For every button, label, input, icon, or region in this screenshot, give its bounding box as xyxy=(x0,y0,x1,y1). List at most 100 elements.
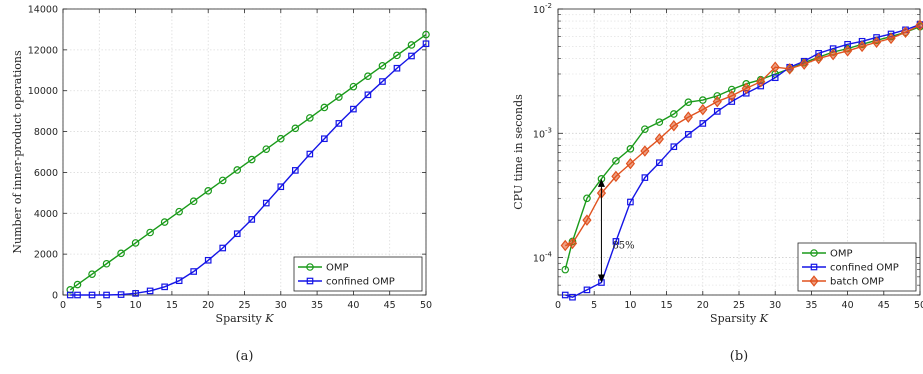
data-point xyxy=(422,30,430,39)
data-point xyxy=(569,293,576,301)
data-point xyxy=(842,45,853,57)
x-tick-label: 10 xyxy=(130,300,142,311)
data-point xyxy=(582,214,592,226)
y-tick-exponent: -4 xyxy=(545,251,553,259)
data-point xyxy=(900,26,911,39)
y-tick-label: 4000 xyxy=(34,209,58,220)
data-point xyxy=(393,51,401,60)
data-point xyxy=(349,82,358,91)
arrow-head-up xyxy=(597,178,605,187)
legend: OMP confined OMP xyxy=(293,256,423,292)
data-point xyxy=(886,32,896,45)
data-point xyxy=(583,194,591,203)
data-point xyxy=(204,256,212,264)
data-point xyxy=(66,291,74,299)
data-point xyxy=(393,64,401,72)
data-point xyxy=(641,174,649,181)
annotation-label: 85% xyxy=(612,241,634,252)
data-point xyxy=(175,207,183,216)
x-tick-label: 0 xyxy=(60,300,66,311)
data-point xyxy=(770,61,780,73)
data-point xyxy=(103,291,110,299)
data-point xyxy=(713,108,721,115)
data-point xyxy=(669,119,679,132)
data-point xyxy=(291,124,300,133)
panel-a: 0 5 10 15 20 25 30 35 40 45 50 0 2000 4000 6000 8000 100… xyxy=(11,5,432,365)
data-point xyxy=(814,52,824,65)
data-point xyxy=(233,166,242,174)
x-tick-label: 40 xyxy=(347,300,359,311)
x-tick-label: 40 xyxy=(842,300,854,311)
data-point xyxy=(640,145,650,157)
x-tick-label: 35 xyxy=(311,300,323,311)
data-point xyxy=(684,98,693,106)
data-point xyxy=(626,145,635,153)
data-point xyxy=(247,155,256,164)
x-tick-label: 35 xyxy=(805,300,817,311)
data-point xyxy=(146,287,154,295)
data-point xyxy=(656,159,663,167)
x-tick-label: 50 xyxy=(420,300,432,311)
data-point xyxy=(146,228,154,237)
x-axis-label: Sparsity K xyxy=(216,312,275,325)
data-point xyxy=(233,230,241,238)
data-point xyxy=(262,199,270,207)
data-point xyxy=(670,110,678,118)
y-axis-label: Number of inner-product operations xyxy=(11,50,24,254)
data-point xyxy=(611,170,621,183)
y-tick-label: 10000 xyxy=(28,86,58,97)
data-point xyxy=(88,270,96,278)
data-point xyxy=(321,135,328,143)
data-point xyxy=(248,216,256,223)
series-batch-omp xyxy=(560,19,923,252)
data-point xyxy=(698,103,708,116)
data-point xyxy=(741,82,751,95)
x-tick-label: 30 xyxy=(275,300,287,311)
y-tick-label: 0 xyxy=(52,291,58,302)
data-point xyxy=(771,74,779,82)
data-point xyxy=(219,244,227,252)
data-point xyxy=(350,105,357,113)
data-point xyxy=(277,183,285,191)
legend-label: batch OMP xyxy=(830,277,884,288)
x-tick-label: 25 xyxy=(733,300,745,311)
data-point xyxy=(88,291,96,299)
data-point xyxy=(364,91,372,99)
data-point xyxy=(727,90,737,102)
annotation-arrow xyxy=(597,178,605,283)
data-point xyxy=(131,239,140,247)
x-tick-label: 25 xyxy=(238,300,250,311)
data-point xyxy=(378,61,387,70)
y-tick-label: 6000 xyxy=(34,168,58,179)
y-tick-exponent: -2 xyxy=(545,2,552,10)
data-point xyxy=(756,75,766,88)
data-point xyxy=(306,150,314,158)
data-point xyxy=(175,277,183,285)
data-point xyxy=(857,40,867,53)
data-point xyxy=(335,120,343,127)
y-tick-label: 2000 xyxy=(34,250,58,261)
legend: OMP confined OMP batch OMP xyxy=(797,242,917,292)
data-point xyxy=(625,157,636,170)
data-point xyxy=(190,268,198,275)
data-point xyxy=(871,36,882,49)
y-tick-label: 10-3 xyxy=(533,126,552,140)
data-point xyxy=(698,96,707,104)
data-point xyxy=(612,238,620,245)
data-point xyxy=(422,40,430,48)
data-point xyxy=(292,167,299,174)
legend-swatch-marker xyxy=(809,275,819,287)
data-point xyxy=(712,95,722,108)
y-tick-label: 8000 xyxy=(34,127,58,138)
data-point xyxy=(102,259,111,268)
x-tick-label: 10 xyxy=(624,300,636,311)
data-point xyxy=(335,93,343,101)
legend-label: OMP xyxy=(830,249,853,260)
y-tick-base: 10 xyxy=(533,5,545,16)
y-tick-label: 14000 xyxy=(28,5,58,16)
x-tick-label: 15 xyxy=(166,300,178,311)
data-point xyxy=(262,145,271,153)
legend-label: confined OMP xyxy=(830,263,899,274)
data-point xyxy=(670,143,678,151)
